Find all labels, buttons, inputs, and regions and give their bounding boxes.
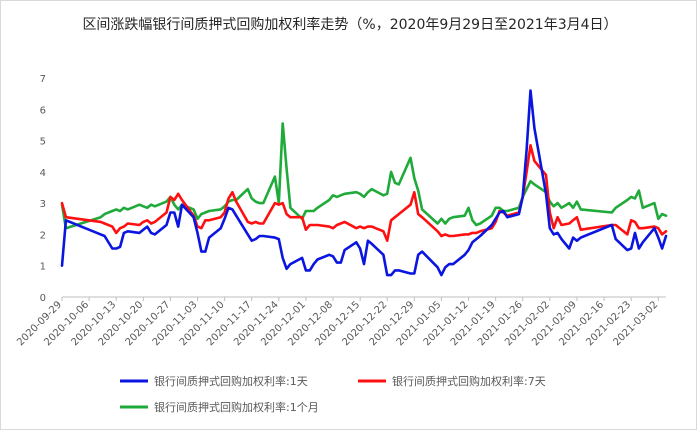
y-axis: 0 1 2 3 4 5 6 7 [40,74,46,304]
chart-title: 区间涨跌幅银行间质押式回购加权利率走势（%，2020年9月29日至2021年3月… [82,17,618,33]
series-lines [60,89,668,277]
y-tick-label: 2 [40,230,46,241]
legend: 银行间质押式回购加权利率:1天 银行间质押式回购加权利率:7天银行间质押式回购加权… [120,374,546,414]
legend-label: 银行间质押式回购加权利率:1个月 [154,400,319,414]
legend-label: 银行间质押式回购加权利率:1天 [154,374,308,388]
y-tick-label: 5 [40,137,46,148]
y-tick-label: 7 [40,74,46,85]
series-line-3 [60,122,668,230]
y-tick-label: 6 [40,105,46,116]
legend-label: 银行间质押式回购加权利率:7天 [392,374,546,388]
y-tick-label: 4 [40,168,46,179]
y-tick-label: 3 [40,199,46,210]
series-line-2 [60,144,668,242]
series-line-1 [60,89,668,277]
x-axis: 2020-09-292020-10-062020-10-132020-10-20… [15,296,666,348]
y-tick-label: 1 [40,262,46,273]
y-tick-label: 0 [40,293,46,304]
